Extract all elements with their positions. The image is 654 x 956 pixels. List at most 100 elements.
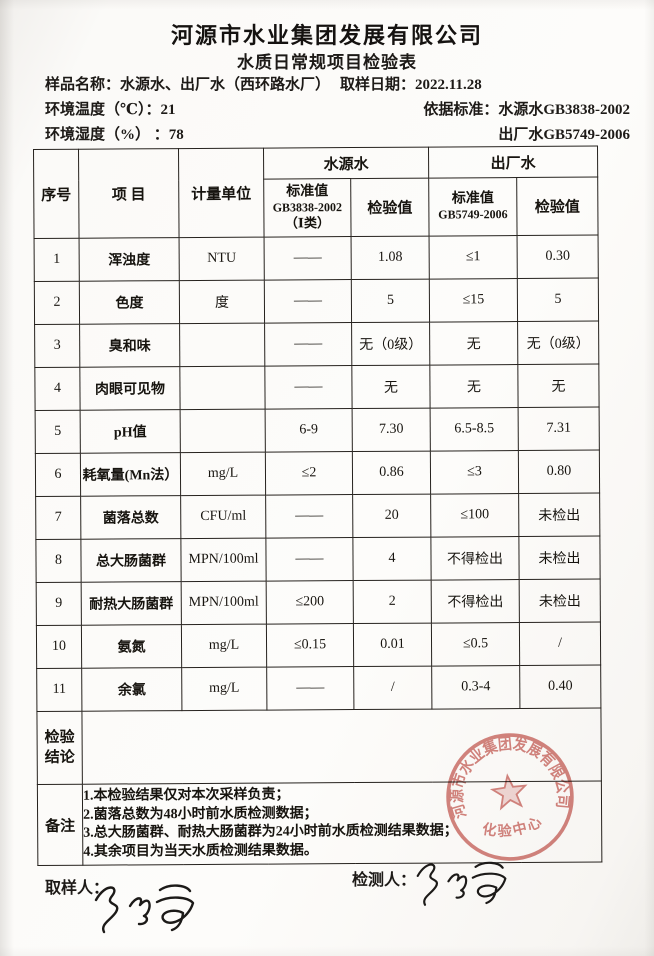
cell-source-value: 无 [351, 365, 431, 409]
cell-seq: 5 [35, 410, 81, 454]
cell-unit: mg/L [181, 667, 267, 711]
cell-finished-value: 0.80 [518, 450, 600, 494]
company-title: 河源市水业集团发展有限公司 [170, 23, 483, 48]
cell-finished-value: 0.30 [517, 235, 599, 279]
cell-source-value: 20 [352, 494, 431, 538]
source-standard-line1: 标准值 [286, 184, 329, 200]
table-row: 8 总大肠菌群 MPN/100ml —— 4 不得检出 未检出 [35, 536, 601, 583]
remarks-label: 备注 [37, 784, 83, 866]
standard-basis-2: 出厂水GB5749-2006 [498, 127, 630, 143]
info-line-humidity: 环境湿度（%） ：78 出厂水GB5749-2006 [45, 123, 630, 148]
table-row: 7 菌落总数 CFU/ml —— 20 ≤100 未检出 [35, 493, 600, 540]
cell-item: 耐热大肠菌群 [81, 581, 182, 626]
cell-seq: 11 [36, 668, 82, 712]
cell-unit [179, 323, 265, 367]
sampling-date: 取样日期：2022.11.28 [340, 77, 482, 93]
cell-item: pH值 [80, 409, 181, 454]
cell-source-standard: —— [264, 322, 352, 367]
cell-seq: 7 [35, 496, 81, 540]
cell-seq: 8 [35, 539, 82, 583]
info-line-sample: 样品名称：水源水、出厂水（西环路水厂） 取样日期：2022.11.28 [45, 73, 630, 98]
tester-signature: 张阿霞 [416, 861, 507, 906]
header-seq: 序号 [33, 149, 80, 239]
cell-unit: 度 [179, 280, 265, 324]
sampler-signature: 张阿霞 [94, 884, 195, 934]
cell-source-standard: ≤200 [266, 580, 354, 625]
cell-item: 氨氮 [81, 624, 182, 669]
cell-item: 耗氧量(Mn法） [80, 452, 181, 497]
cell-unit: mg/L [181, 624, 267, 668]
cell-source-standard: —— [264, 236, 352, 281]
cell-source-value: 7.30 [352, 408, 431, 452]
cell-finished-value: 无 [517, 364, 600, 408]
source-standard-line2: GB3838-2002 [272, 200, 343, 215]
env-humidity: 环境湿度（%） ：78 [45, 127, 184, 143]
cell-unit [179, 366, 266, 410]
cell-source-standard: —— [265, 537, 354, 582]
cell-finished-value: 5 [517, 278, 599, 322]
cell-unit: mg/L [180, 452, 266, 496]
cell-finished-standard: 6.5-8.5 [430, 407, 519, 452]
cell-source-value: 1.08 [351, 236, 430, 280]
header-info: 样品名称：水源水、出厂水（西环路水厂） 取样日期：2022.11.28 环境温度… [45, 73, 630, 148]
cell-item: 浑浊度 [79, 237, 180, 282]
cell-source-standard: ≤2 [265, 451, 353, 496]
cell-seq: 6 [35, 453, 81, 497]
header-source-test-value: 检验值 [350, 178, 430, 237]
header-finished-standard: 标准值 GB5749-2006 [428, 177, 518, 237]
env-temperature: 环境温度（℃）：21 [45, 102, 176, 118]
seal-star-icon [489, 773, 528, 811]
cell-item: 余氯 [81, 667, 182, 712]
cell-source-standard: —— [266, 666, 354, 711]
cell-source-value: 5 [351, 279, 430, 323]
cell-item: 色度 [79, 280, 180, 325]
cell-source-value: / [353, 666, 432, 710]
cell-seq: 1 [34, 238, 80, 282]
header-item: 项 目 [78, 148, 180, 239]
cell-finished-value: 未检出 [519, 579, 601, 623]
cell-item: 肉眼可见物 [79, 366, 181, 411]
table-row: 1 浑浊度 NTU —— 1.08 ≤1 0.30 [34, 235, 599, 282]
table-row: 10 氨氮 mg/L ≤0.15 0.01 ≤0.5 / [36, 622, 601, 669]
cell-item: 总大肠菌群 [80, 538, 182, 583]
cell-finished-value: 0.40 [519, 665, 601, 709]
cell-unit: MPN/100ml [181, 581, 267, 625]
standard-basis: 依据标准：水源水GB3838-2002 [423, 102, 630, 118]
conclusion-label-line2: 结论 [44, 749, 75, 766]
cell-unit: CFU/ml [180, 495, 266, 539]
conclusion-label: 检验 结论 [36, 711, 83, 785]
header-finished-water: 出厂水 [428, 146, 598, 179]
conclusion-label-line1: 检验 [44, 729, 75, 746]
cell-unit: NTU [179, 237, 265, 281]
cell-seq: 10 [36, 625, 82, 669]
cell-seq: 2 [34, 281, 80, 325]
table-row: 4 肉眼可见物 —— 无 无 无 [34, 364, 600, 411]
cell-seq: 9 [36, 582, 82, 626]
cell-finished-standard: 无 [429, 364, 519, 409]
header-finished-test-value: 检验值 [516, 177, 599, 236]
seal-center-text: 化验中心 [479, 813, 547, 843]
table-row: 3 臭和味 —— 无（0级） 无 无（0级） [34, 321, 599, 368]
cell-finished-value: 7.31 [518, 407, 600, 451]
cell-source-value: 无（0级） [351, 322, 430, 366]
cell-source-standard: —— [264, 279, 352, 324]
table-row: 5 pH值 6-9 7.30 6.5-8.5 7.31 [35, 407, 600, 454]
sample-name: 样品名称：水源水、出厂水（西环路水厂） [45, 77, 331, 93]
cell-source-value: 0.01 [353, 623, 432, 667]
cell-finished-standard: 0.3-4 [431, 665, 520, 710]
info-line-temperature: 环境温度（℃）：21 依据标准：水源水GB3838-2002 [45, 98, 630, 123]
table-row: 6 耗氧量(Mn法） mg/L ≤2 0.86 ≤3 0.80 [35, 450, 600, 497]
cell-finished-standard: ≤0.5 [431, 622, 520, 667]
cell-finished-standard: 不得检出 [430, 536, 520, 581]
cell-seq: 4 [34, 367, 81, 411]
cell-finished-standard: ≤3 [430, 450, 519, 495]
cell-source-standard: —— [265, 494, 353, 539]
cell-source-value: 0.86 [352, 451, 431, 495]
cell-finished-standard: ≤15 [429, 278, 518, 323]
finished-standard-line1: 标准值 [451, 191, 494, 207]
sampler-label: 取样人： [45, 880, 110, 897]
cell-finished-value: 无（0级） [517, 321, 599, 365]
cell-finished-value: 未检出 [518, 536, 601, 580]
source-standard-line3: （Ⅰ类） [284, 215, 331, 231]
